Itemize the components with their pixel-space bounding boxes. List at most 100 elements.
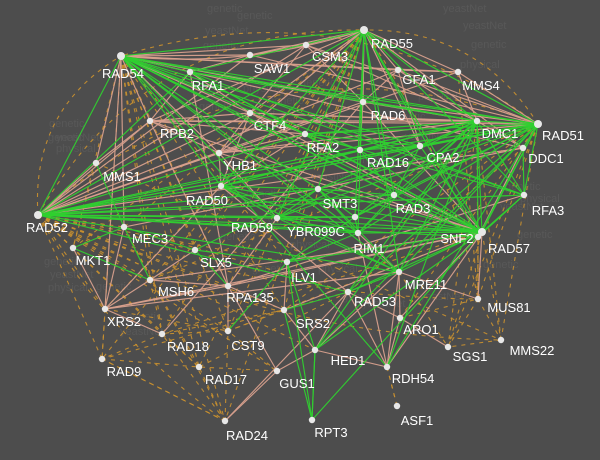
graph-node[interactable] [186, 68, 194, 76]
edge-yeastNet [523, 123, 539, 196]
graph-node[interactable] [120, 223, 128, 231]
edge-yeastNet [37, 214, 483, 233]
graph-node[interactable] [356, 146, 364, 154]
graph-node[interactable] [360, 26, 368, 34]
graph-node[interactable] [344, 288, 352, 296]
edge-layer [36, 29, 539, 422]
node-label: RAD18 [167, 339, 209, 354]
graph-node[interactable] [395, 268, 403, 276]
graph-node[interactable] [314, 185, 322, 193]
graph-node[interactable] [217, 182, 225, 190]
graph-node[interactable] [273, 367, 281, 375]
graph-node[interactable] [273, 214, 281, 222]
edge-yeastNet [359, 120, 478, 151]
node-label: RAD55 [371, 36, 413, 51]
edge-physical [399, 317, 449, 348]
graph-node[interactable] [393, 402, 401, 410]
graph-node[interactable] [146, 117, 154, 125]
edge-yeastNet [194, 249, 229, 287]
graph-node[interactable] [34, 211, 42, 219]
graph-node[interactable] [396, 314, 404, 322]
graph-node[interactable] [98, 355, 106, 363]
edge-physical [227, 285, 278, 372]
node-label: MMS22 [510, 343, 555, 358]
graph-node[interactable] [311, 346, 319, 354]
edge-genetic [120, 55, 229, 287]
edge-yeastNet [276, 120, 478, 219]
edge-yeastNet [37, 214, 356, 218]
edge-physical [283, 309, 316, 351]
edge-yeastNet [476, 120, 479, 238]
graph-node[interactable] [221, 417, 229, 425]
graph-node[interactable] [497, 336, 505, 344]
edge-physical [104, 185, 222, 310]
graph-node[interactable] [454, 68, 462, 76]
graph-node[interactable] [224, 282, 232, 290]
node-label: SLX5 [200, 255, 232, 270]
graph-node[interactable] [69, 244, 77, 252]
graph-node[interactable] [520, 191, 528, 199]
node-label: SAW1 [254, 61, 290, 76]
edge-yeastNet [314, 231, 483, 351]
graph-node[interactable] [195, 363, 203, 371]
graph-node[interactable] [117, 52, 125, 60]
edge-genetic [37, 214, 106, 310]
edge-yeastNet [37, 194, 525, 216]
graph-node[interactable] [444, 343, 452, 351]
graph-node[interactable] [302, 41, 310, 49]
graph-node[interactable] [191, 246, 199, 254]
edge-yeastNet [311, 349, 316, 421]
edge-yeastNet [120, 55, 478, 122]
graph-node[interactable] [390, 191, 398, 199]
watermark-text: physical [520, 193, 560, 205]
edge-physical [397, 69, 459, 73]
graph-node[interactable] [534, 120, 542, 128]
edge-yeastNet [120, 55, 400, 273]
edge-genetic [500, 123, 539, 341]
graph-node[interactable] [474, 295, 482, 303]
node-label: RPT3 [314, 425, 347, 440]
graph-node[interactable] [283, 258, 291, 266]
node-label: RAD54 [102, 66, 144, 81]
graph-node[interactable] [146, 276, 154, 284]
edge-physical [104, 308, 163, 335]
node-label: RAD17 [205, 372, 247, 387]
edge-yeastNet [286, 261, 316, 351]
edge-physical [218, 29, 365, 154]
graph-node[interactable] [246, 109, 254, 117]
graph-node[interactable] [354, 229, 362, 237]
node-label: DMC1 [482, 126, 519, 141]
edge-genetic [447, 298, 479, 348]
graph-node[interactable] [474, 233, 482, 241]
graph-node[interactable] [383, 363, 391, 371]
graph-node[interactable] [359, 98, 367, 106]
graph-node[interactable] [308, 416, 316, 424]
node-label: CSM3 [312, 49, 348, 64]
edge-physical [120, 55, 151, 122]
graph-node[interactable] [101, 305, 109, 313]
graph-node[interactable] [519, 144, 527, 152]
edge-yeastNet [419, 120, 478, 147]
edge-yeastNet [347, 271, 400, 293]
graph-node[interactable] [351, 213, 359, 221]
graph-node[interactable] [280, 306, 288, 314]
edge-genetic [224, 330, 229, 422]
graph-node[interactable] [473, 117, 481, 125]
edge-physical [362, 69, 399, 103]
edge-yeastNet [276, 217, 483, 233]
graph-node[interactable] [158, 330, 166, 338]
edge-yeastNet [37, 149, 361, 216]
graph-node[interactable] [394, 66, 402, 74]
edge-yeastNet [363, 29, 483, 233]
edge-yeastNet [363, 29, 525, 196]
graph-node[interactable] [246, 51, 254, 59]
graph-node[interactable] [224, 327, 232, 335]
graph-node[interactable] [301, 130, 309, 138]
edge-physical [189, 71, 229, 287]
graph-node[interactable] [416, 142, 424, 150]
node-label: CPA2 [427, 150, 460, 165]
edge-physical [120, 55, 125, 228]
graph-node[interactable] [478, 228, 486, 236]
graph-node[interactable] [215, 149, 223, 157]
graph-node[interactable] [92, 159, 100, 167]
